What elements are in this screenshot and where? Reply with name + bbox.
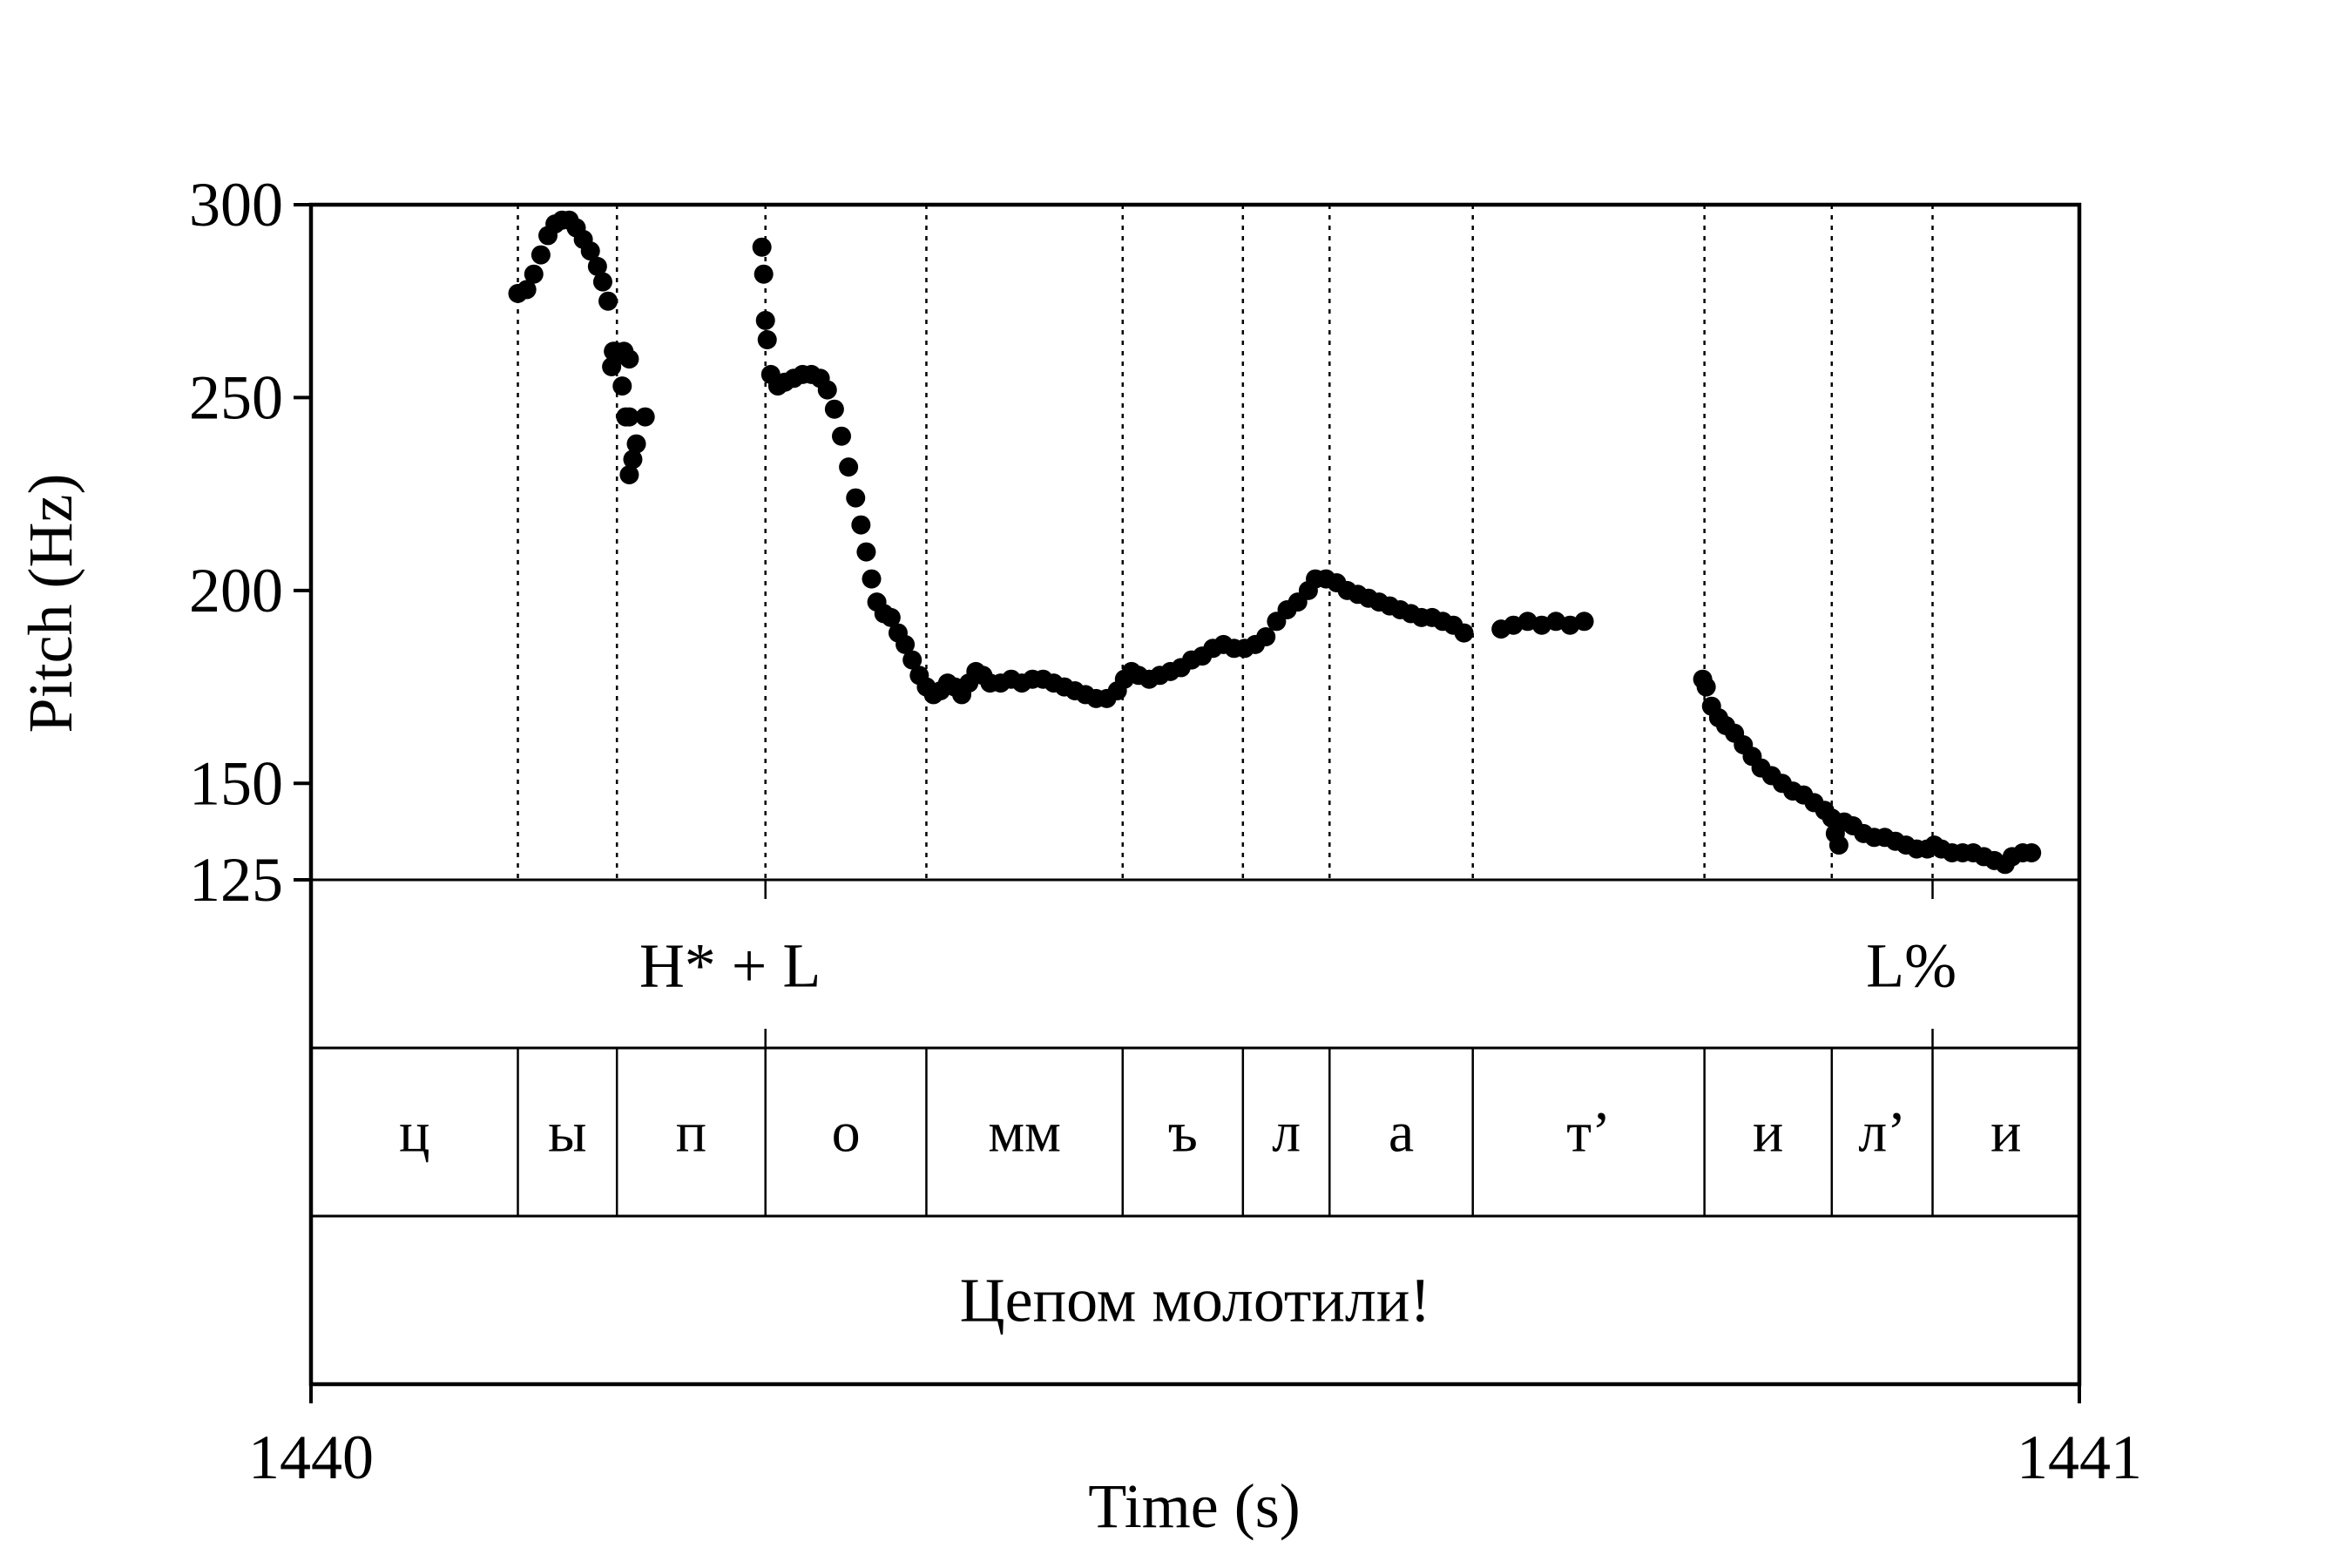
y-tick-label: 300: [189, 170, 283, 240]
x-tick-label: 1441: [2017, 1423, 2142, 1492]
segment-label: мм: [988, 1101, 1061, 1165]
pitch-point: [1454, 623, 1474, 643]
pitch-point: [832, 426, 851, 446]
pitch-point: [635, 407, 655, 427]
segment-label: и: [1990, 1101, 2021, 1165]
segment-label: л: [1272, 1101, 1301, 1165]
segment-label: п: [676, 1101, 706, 1165]
pitch-point: [862, 569, 882, 589]
pitch-point: [592, 272, 612, 292]
pitch-point: [1256, 627, 1276, 646]
tone-label: L%: [1866, 931, 1957, 1001]
pitch-point: [846, 488, 866, 508]
x-axis-ticks: 1440 1441: [248, 1384, 2142, 1492]
pitch-point: [619, 465, 639, 484]
segment-label: а: [1389, 1101, 1414, 1165]
pitch-point: [754, 264, 774, 284]
pitch-point: [598, 291, 618, 311]
y-tick-label: 200: [189, 556, 283, 625]
segment-label: ц: [399, 1101, 429, 1165]
segment-label: л’: [1858, 1101, 1906, 1165]
pitch-point: [612, 376, 632, 396]
pitch-point: [817, 380, 837, 400]
segment-tier: ц ы п о мм ъ л а т’ и л’ и: [399, 1101, 2021, 1165]
x-axis-title: Time (s): [1088, 1471, 1300, 1541]
pitch-point: [752, 237, 772, 257]
segment-label: ы: [548, 1101, 586, 1165]
pitch-point: [616, 407, 636, 427]
pitch-point: [856, 542, 876, 562]
segment-label: т’: [1566, 1101, 1611, 1165]
y-tick-label: 250: [189, 362, 283, 432]
pitch-point: [524, 264, 544, 284]
pitch-point: [602, 357, 622, 376]
x-tick-label: 1440: [248, 1423, 374, 1492]
pitch-point: [1828, 835, 1848, 855]
pitch-point: [2022, 843, 2042, 862]
pitch-point: [896, 634, 916, 654]
sentence-label: Цепом молотили!: [960, 1266, 1431, 1335]
segment-label: и: [1753, 1101, 1783, 1165]
pitch-point: [1696, 677, 1716, 697]
plot-border: [308, 202, 2082, 1387]
pitch-point: [605, 341, 625, 362]
pitch-point: [623, 449, 643, 470]
pitch-point: [580, 241, 600, 261]
segment-label: о: [832, 1101, 861, 1165]
pitch-point: [902, 650, 923, 670]
y-axis-title: Pitch (Hz): [16, 474, 85, 733]
pitch-point: [619, 349, 639, 369]
y-axis-ticks: 125 150 200 250 300: [189, 170, 311, 915]
tone-tier: H* + L L%: [639, 931, 1957, 1001]
pitch-point: [851, 515, 871, 535]
pitch-point: [757, 330, 777, 349]
pitch-points: [508, 210, 2042, 875]
boundary-gridlines: [517, 205, 1934, 880]
pitch-point: [626, 434, 646, 454]
pitch-point: [517, 280, 537, 300]
tone-label: H* + L: [639, 931, 821, 1001]
segment-label: ъ: [1168, 1101, 1198, 1165]
y-tick-label: 150: [189, 748, 283, 818]
pitch-point: [755, 310, 775, 330]
y-tick-label: 125: [189, 845, 283, 915]
chart-frame: [308, 202, 2082, 1387]
pitch-point: [881, 607, 901, 627]
pitch-point: [587, 256, 607, 276]
pitch-point: [1574, 612, 1594, 632]
pitch-point: [839, 457, 859, 477]
pitch-point: [531, 245, 551, 265]
pitch-point: [824, 399, 844, 419]
